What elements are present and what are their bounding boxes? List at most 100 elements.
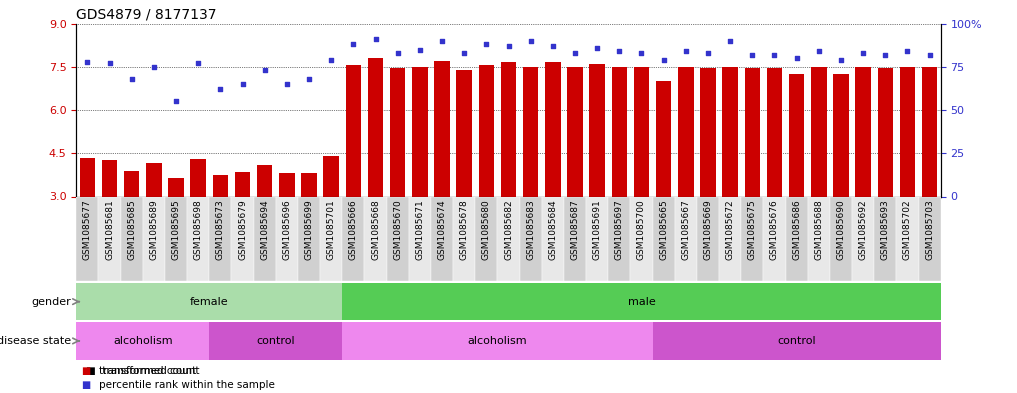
Text: gender: gender <box>32 297 71 307</box>
Point <box>123 76 139 82</box>
Bar <box>79 158 96 196</box>
Point <box>434 38 451 44</box>
FancyBboxPatch shape <box>697 196 719 281</box>
Text: GSM1085674: GSM1085674 <box>437 199 446 260</box>
Point <box>190 60 206 66</box>
FancyBboxPatch shape <box>99 196 121 281</box>
Point <box>102 60 118 66</box>
Point <box>545 43 561 49</box>
FancyBboxPatch shape <box>253 196 276 281</box>
FancyBboxPatch shape <box>364 196 386 281</box>
Bar <box>412 67 427 196</box>
Point <box>899 48 915 54</box>
FancyBboxPatch shape <box>343 196 364 281</box>
Text: transformed count: transformed count <box>99 366 196 376</box>
FancyBboxPatch shape <box>918 196 941 281</box>
FancyBboxPatch shape <box>653 322 941 360</box>
Text: GSM1085687: GSM1085687 <box>571 199 580 260</box>
Text: GSM1085682: GSM1085682 <box>504 199 513 260</box>
Bar <box>523 67 538 196</box>
Text: GDS4879 / 8177137: GDS4879 / 8177137 <box>76 7 217 21</box>
Text: control: control <box>777 336 816 346</box>
Point <box>478 41 494 48</box>
Bar <box>457 70 472 196</box>
Point <box>744 51 761 58</box>
Text: male: male <box>627 297 655 307</box>
Bar <box>301 173 316 196</box>
FancyBboxPatch shape <box>807 196 830 281</box>
Bar <box>146 163 162 196</box>
FancyBboxPatch shape <box>276 196 298 281</box>
FancyBboxPatch shape <box>631 196 653 281</box>
Bar <box>257 165 273 196</box>
Text: GSM1085698: GSM1085698 <box>193 199 202 260</box>
FancyBboxPatch shape <box>210 322 343 360</box>
Text: alcoholism: alcoholism <box>113 336 173 346</box>
FancyBboxPatch shape <box>409 196 431 281</box>
FancyBboxPatch shape <box>563 196 586 281</box>
Point <box>878 51 894 58</box>
Text: GSM1085692: GSM1085692 <box>858 199 868 260</box>
FancyBboxPatch shape <box>764 196 785 281</box>
Bar <box>701 68 716 196</box>
Bar <box>368 58 383 196</box>
Bar <box>812 67 827 196</box>
FancyBboxPatch shape <box>542 196 563 281</box>
Point <box>855 50 872 56</box>
Text: ■  transformed count: ■ transformed count <box>86 366 200 376</box>
FancyBboxPatch shape <box>165 196 187 281</box>
FancyBboxPatch shape <box>653 196 674 281</box>
FancyBboxPatch shape <box>76 283 343 320</box>
Bar <box>921 67 938 196</box>
Point <box>301 76 317 82</box>
FancyBboxPatch shape <box>187 196 210 281</box>
Text: GSM1085697: GSM1085697 <box>615 199 623 260</box>
Bar <box>878 68 893 196</box>
FancyBboxPatch shape <box>454 196 475 281</box>
Point <box>700 50 716 56</box>
Point <box>279 81 295 87</box>
Point <box>589 45 605 51</box>
Bar <box>567 67 583 196</box>
Point <box>345 41 361 48</box>
FancyBboxPatch shape <box>830 196 852 281</box>
Point <box>390 50 406 56</box>
Text: control: control <box>256 336 295 346</box>
Bar <box>656 81 671 196</box>
Text: GSM1085685: GSM1085685 <box>127 199 136 260</box>
FancyBboxPatch shape <box>298 196 320 281</box>
Point <box>234 81 250 87</box>
Text: GSM1085686: GSM1085686 <box>792 199 801 260</box>
Text: percentile rank within the sample: percentile rank within the sample <box>99 380 275 390</box>
Text: GSM1085679: GSM1085679 <box>238 199 247 260</box>
FancyBboxPatch shape <box>343 322 653 360</box>
Bar <box>678 67 694 196</box>
Text: alcoholism: alcoholism <box>468 336 527 346</box>
Text: GSM1085667: GSM1085667 <box>681 199 691 260</box>
Bar <box>833 74 849 196</box>
Bar <box>323 156 339 196</box>
Bar <box>102 160 117 196</box>
Bar <box>279 173 295 196</box>
Bar <box>855 67 871 196</box>
FancyBboxPatch shape <box>497 196 520 281</box>
Text: GSM1085696: GSM1085696 <box>283 199 291 260</box>
Bar <box>168 178 184 196</box>
Text: female: female <box>190 297 229 307</box>
Bar <box>767 68 782 196</box>
Text: GSM1085680: GSM1085680 <box>482 199 491 260</box>
Bar <box>789 74 804 196</box>
Text: GSM1085688: GSM1085688 <box>815 199 824 260</box>
FancyBboxPatch shape <box>896 196 918 281</box>
Text: GSM1085695: GSM1085695 <box>172 199 181 260</box>
Bar <box>213 175 228 196</box>
Point <box>523 38 539 44</box>
FancyBboxPatch shape <box>320 196 343 281</box>
Text: GSM1085694: GSM1085694 <box>260 199 270 260</box>
Point <box>811 48 827 54</box>
Text: GSM1085673: GSM1085673 <box>216 199 225 260</box>
Bar <box>190 159 206 196</box>
Point <box>611 48 627 54</box>
Point <box>145 64 162 70</box>
Text: GSM1085681: GSM1085681 <box>105 199 114 260</box>
